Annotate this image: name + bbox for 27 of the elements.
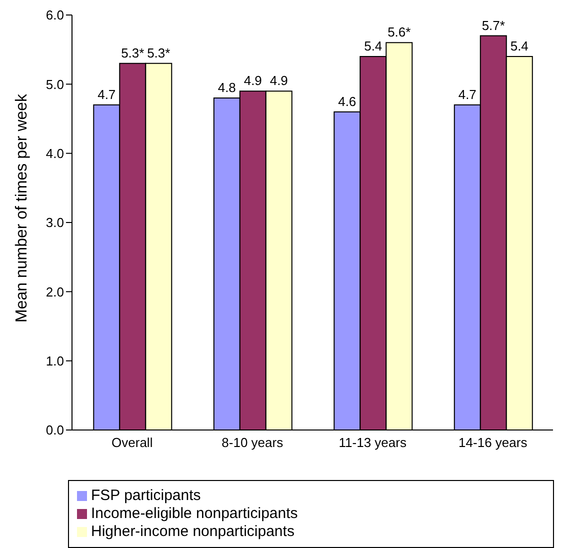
x-tick-label: 14-16 years: [458, 435, 528, 450]
y-tick-label: 0.0: [46, 422, 64, 438]
y-tick-label: 5.0: [46, 76, 64, 92]
y-tick-label: 3.0: [46, 215, 64, 230]
data-label: 4.8: [218, 80, 236, 95]
data-label: 5.3*: [121, 45, 144, 60]
y-axis-title: Mean number of times per week: [14, 92, 31, 322]
y-tick-label: 6.0: [46, 8, 64, 23]
legend-label: Income-eligible nonparticipants: [91, 505, 298, 522]
data-label: 5.4: [364, 38, 382, 54]
data-label: 5.6*: [388, 24, 411, 40]
legend-label: FSP participants: [91, 487, 201, 504]
legend-label: Higher-income nonparticipants: [91, 523, 294, 540]
data-label: 4.7: [458, 86, 476, 102]
data-label: 5.7*: [482, 18, 505, 33]
data-label: 5.4: [510, 38, 528, 54]
y-tick-label: 4.0: [46, 146, 64, 161]
x-tick-label: 11-13 years: [338, 435, 407, 450]
data-label: 4.7: [98, 86, 116, 102]
x-tick-label: Overall: [112, 435, 153, 450]
x-tick-label: 8-10 years: [222, 435, 284, 450]
y-tick-label: 1.0: [46, 353, 64, 368]
data-label: 5.3*: [147, 45, 170, 60]
data-label: 4.9: [270, 73, 288, 88]
y-tick-label: 2.0: [46, 284, 64, 300]
data-label: 4.6: [338, 94, 356, 109]
data-label: 4.9: [244, 73, 262, 88]
